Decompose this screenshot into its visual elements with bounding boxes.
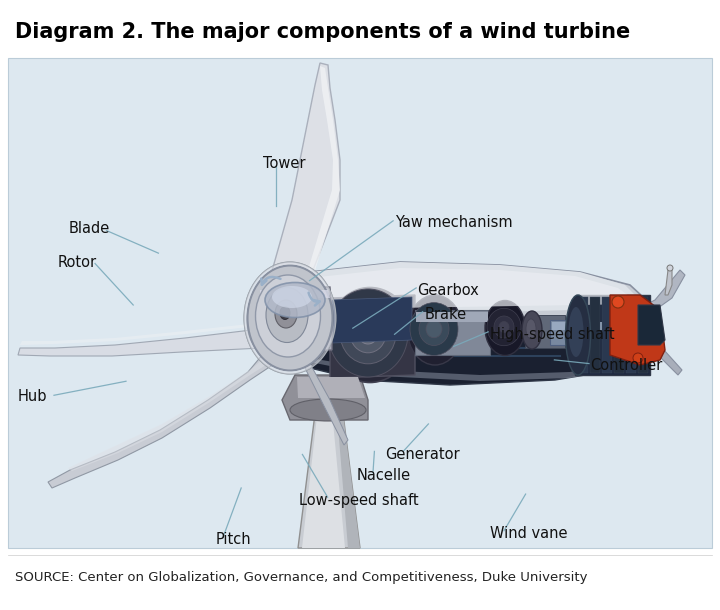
Polygon shape — [415, 310, 490, 355]
Circle shape — [633, 353, 643, 363]
Polygon shape — [335, 390, 360, 548]
Polygon shape — [260, 290, 330, 298]
Ellipse shape — [248, 265, 333, 370]
Polygon shape — [330, 295, 415, 378]
Polygon shape — [68, 343, 280, 471]
Text: Low-speed shaft: Low-speed shaft — [299, 493, 418, 508]
Ellipse shape — [250, 297, 270, 337]
Polygon shape — [602, 297, 612, 373]
Polygon shape — [282, 375, 368, 420]
Polygon shape — [610, 295, 665, 365]
Polygon shape — [302, 66, 340, 295]
Ellipse shape — [565, 295, 590, 375]
Text: Nacelle: Nacelle — [356, 468, 410, 483]
Ellipse shape — [266, 287, 308, 342]
Ellipse shape — [328, 289, 408, 377]
Text: Pitch: Pitch — [216, 533, 251, 547]
Ellipse shape — [410, 303, 458, 356]
Polygon shape — [614, 297, 624, 373]
Polygon shape — [638, 297, 648, 373]
Polygon shape — [550, 320, 620, 345]
Polygon shape — [270, 63, 340, 300]
Ellipse shape — [569, 307, 583, 357]
Text: Brake: Brake — [425, 307, 467, 321]
Ellipse shape — [499, 321, 509, 332]
Polygon shape — [298, 390, 360, 548]
Ellipse shape — [526, 319, 536, 339]
Text: Diagram 2. The major components of a wind turbine: Diagram 2. The major components of a win… — [15, 22, 630, 42]
Polygon shape — [332, 297, 412, 343]
Circle shape — [612, 296, 624, 308]
Ellipse shape — [265, 282, 325, 317]
Text: Controller: Controller — [590, 359, 662, 373]
Polygon shape — [645, 335, 682, 375]
Text: Yaw mechanism: Yaw mechanism — [395, 215, 512, 230]
Ellipse shape — [340, 302, 396, 364]
Polygon shape — [48, 340, 280, 488]
Circle shape — [667, 265, 673, 271]
Ellipse shape — [272, 286, 312, 308]
Polygon shape — [590, 297, 600, 373]
Polygon shape — [638, 305, 665, 345]
Text: Gearbox: Gearbox — [418, 283, 480, 298]
Polygon shape — [297, 377, 365, 398]
Text: Generator: Generator — [385, 447, 460, 462]
Ellipse shape — [419, 312, 449, 345]
Text: SOURCE: Center on Globalization, Governance, and Competitiveness, Duke Universit: SOURCE: Center on Globalization, Governa… — [15, 570, 588, 584]
Ellipse shape — [408, 295, 462, 365]
Polygon shape — [18, 310, 268, 356]
FancyBboxPatch shape — [8, 58, 712, 548]
Polygon shape — [525, 315, 565, 348]
Polygon shape — [255, 287, 332, 350]
Polygon shape — [310, 340, 645, 385]
Polygon shape — [665, 268, 672, 295]
Polygon shape — [260, 262, 655, 375]
Polygon shape — [20, 313, 268, 345]
Ellipse shape — [494, 316, 514, 338]
Ellipse shape — [247, 290, 277, 350]
Text: Rotor: Rotor — [58, 255, 96, 270]
Ellipse shape — [358, 322, 378, 344]
Polygon shape — [260, 330, 655, 381]
Ellipse shape — [426, 320, 442, 338]
Polygon shape — [295, 340, 348, 445]
Polygon shape — [302, 390, 345, 548]
Text: Wind vane: Wind vane — [490, 526, 567, 541]
Polygon shape — [265, 262, 648, 318]
Ellipse shape — [280, 306, 290, 320]
Polygon shape — [552, 322, 618, 330]
Ellipse shape — [485, 301, 525, 356]
Text: Tower: Tower — [263, 156, 305, 171]
Polygon shape — [626, 297, 636, 373]
Polygon shape — [575, 295, 650, 375]
Polygon shape — [416, 312, 488, 322]
Ellipse shape — [522, 311, 542, 349]
Ellipse shape — [328, 287, 413, 382]
Ellipse shape — [275, 300, 297, 328]
Text: Blade: Blade — [68, 221, 109, 236]
Polygon shape — [645, 270, 685, 308]
Text: High-speed shaft: High-speed shaft — [490, 327, 614, 342]
Ellipse shape — [256, 275, 320, 357]
Polygon shape — [578, 297, 588, 373]
Ellipse shape — [487, 308, 521, 346]
Text: Hub: Hub — [18, 389, 48, 404]
Ellipse shape — [290, 399, 366, 421]
Polygon shape — [272, 268, 640, 310]
Ellipse shape — [350, 313, 386, 353]
